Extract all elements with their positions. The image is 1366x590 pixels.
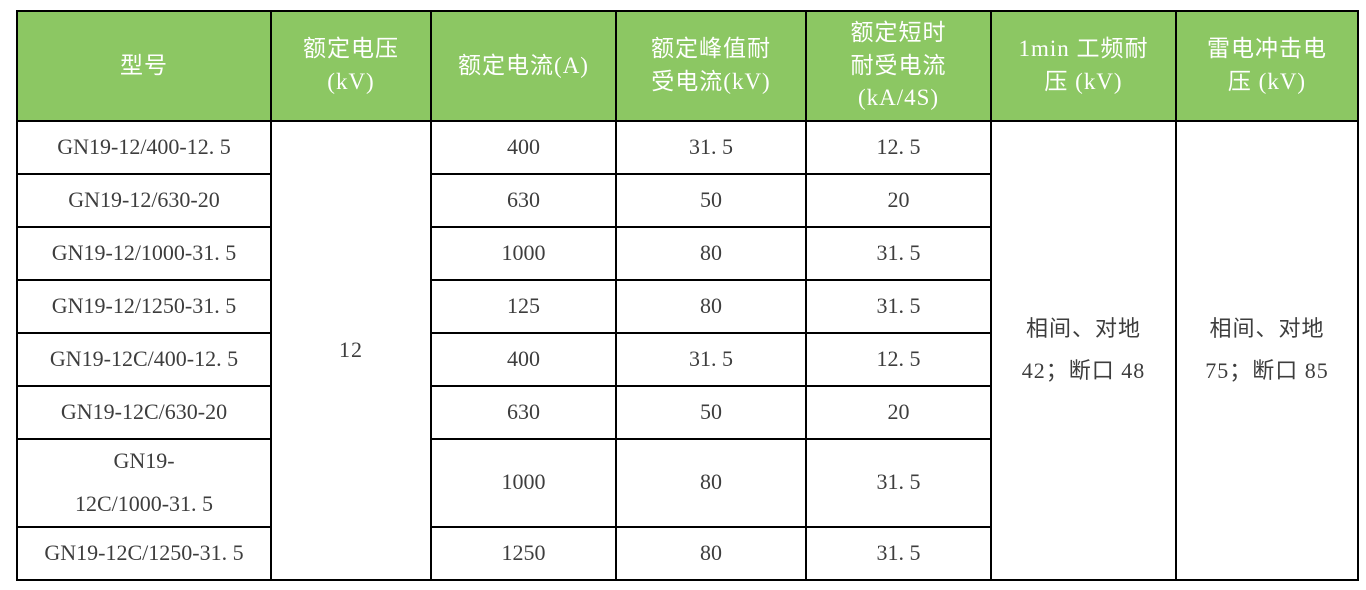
spec-table-container: 型号 额定电压 (kV) 额定电流(A) 额定峰值耐 受电流(kV) 额定短时 … xyxy=(16,10,1359,581)
power-frequency-merged-cell: 相间、对地 42；断口 48 xyxy=(990,120,1177,581)
table-row: GN19-12/1000-31. 5 1000 80 31. 5 xyxy=(16,226,1358,281)
short-time-withstand-cell: 31. 5 xyxy=(805,226,992,281)
table-row: GN19-12/400-12. 5 12 400 31. 5 12. 5 相间、… xyxy=(16,120,1359,581)
col-header-model: 型号 xyxy=(16,10,272,122)
col-header-power-frequency-withstand-voltage: 1min 工频耐 压 (kV) xyxy=(990,10,1177,122)
short-time-withstand-cell: 31. 5 xyxy=(805,525,992,581)
model-cell: GN19-12/400-12. 5 xyxy=(16,120,272,175)
model-cell: GN19- 12C/1000-31. 5 xyxy=(16,438,272,528)
table-body: GN19-12/400-12. 5 12 400 31. 5 12. 5 相间、… xyxy=(16,120,1359,581)
rated-current-cell: 400 xyxy=(430,332,617,387)
model-cell: GN19-12/1000-31. 5 xyxy=(16,226,272,281)
spec-table: 型号 额定电压 (kV) 额定电流(A) 额定峰值耐 受电流(kV) 额定短时 … xyxy=(16,10,1359,581)
short-time-withstand-cell: 31. 5 xyxy=(805,438,992,528)
peak-withstand-cell: 50 xyxy=(615,385,807,440)
rated-voltage-merged-cell: 12 xyxy=(270,120,432,581)
model-cell: GN19-12/1250-31. 5 xyxy=(16,279,272,334)
short-time-withstand-cell: 31. 5 xyxy=(805,279,992,334)
table-row: GN19-12C/400-12. 5 400 31. 5 12. 5 xyxy=(16,332,1358,387)
table-row: GN19-12C/1250-31. 5 1250 80 31. 5 xyxy=(16,525,1358,581)
lightning-impulse-merged-cell: 相间、对地 75；断口 85 xyxy=(1175,120,1359,581)
peak-withstand-cell: 80 xyxy=(615,438,807,528)
table-row: GN19- 12C/1000-31. 5 1000 80 31. 5 xyxy=(16,438,1358,528)
model-cell: GN19-12/630-20 xyxy=(16,173,272,228)
col-header-rated-current: 额定电流(A) xyxy=(430,10,617,122)
col-header-peak-withstand-current: 额定峰值耐 受电流(kV) xyxy=(615,10,807,122)
peak-withstand-cell: 80 xyxy=(615,279,807,334)
table-row: GN19-12/1250-31. 5 125 80 31. 5 xyxy=(16,279,1358,334)
short-time-withstand-cell: 20 xyxy=(805,173,992,228)
peak-withstand-cell: 31. 5 xyxy=(615,120,807,175)
col-header-rated-voltage: 额定电压 (kV) xyxy=(270,10,432,122)
col-header-lightning-impulse-voltage: 雷电冲击电 压 (kV) xyxy=(1175,10,1359,122)
model-cell: GN19-12C/630-20 xyxy=(16,385,272,440)
table-header: 型号 额定电压 (kV) 额定电流(A) 额定峰值耐 受电流(kV) 额定短时 … xyxy=(16,10,1359,122)
rated-current-cell: 1000 xyxy=(430,438,617,528)
peak-withstand-cell: 80 xyxy=(615,226,807,281)
short-time-withstand-cell: 12. 5 xyxy=(805,332,992,387)
short-time-withstand-cell: 20 xyxy=(805,385,992,440)
short-time-withstand-cell: 12. 5 xyxy=(805,120,992,175)
model-cell: GN19-12C/1250-31. 5 xyxy=(16,525,272,581)
model-cell: GN19-12C/400-12. 5 xyxy=(16,332,272,387)
rated-current-cell: 630 xyxy=(430,385,617,440)
rated-current-cell: 1000 xyxy=(430,226,617,281)
rated-current-cell: 400 xyxy=(430,120,617,175)
table-row: GN19-12/630-20 630 50 20 xyxy=(16,173,1358,228)
peak-withstand-cell: 50 xyxy=(615,173,807,228)
table-row: GN19-12C/630-20 630 50 20 xyxy=(16,385,1358,440)
rated-current-cell: 1250 xyxy=(430,525,617,581)
rated-current-cell: 630 xyxy=(430,173,617,228)
header-row: 型号 额定电压 (kV) 额定电流(A) 额定峰值耐 受电流(kV) 额定短时 … xyxy=(16,10,1359,122)
rated-current-cell: 125 xyxy=(430,279,617,334)
col-header-short-time-withstand-current: 额定短时 耐受电流 (kA/4S) xyxy=(805,10,992,122)
peak-withstand-cell: 31. 5 xyxy=(615,332,807,387)
peak-withstand-cell: 80 xyxy=(615,525,807,581)
